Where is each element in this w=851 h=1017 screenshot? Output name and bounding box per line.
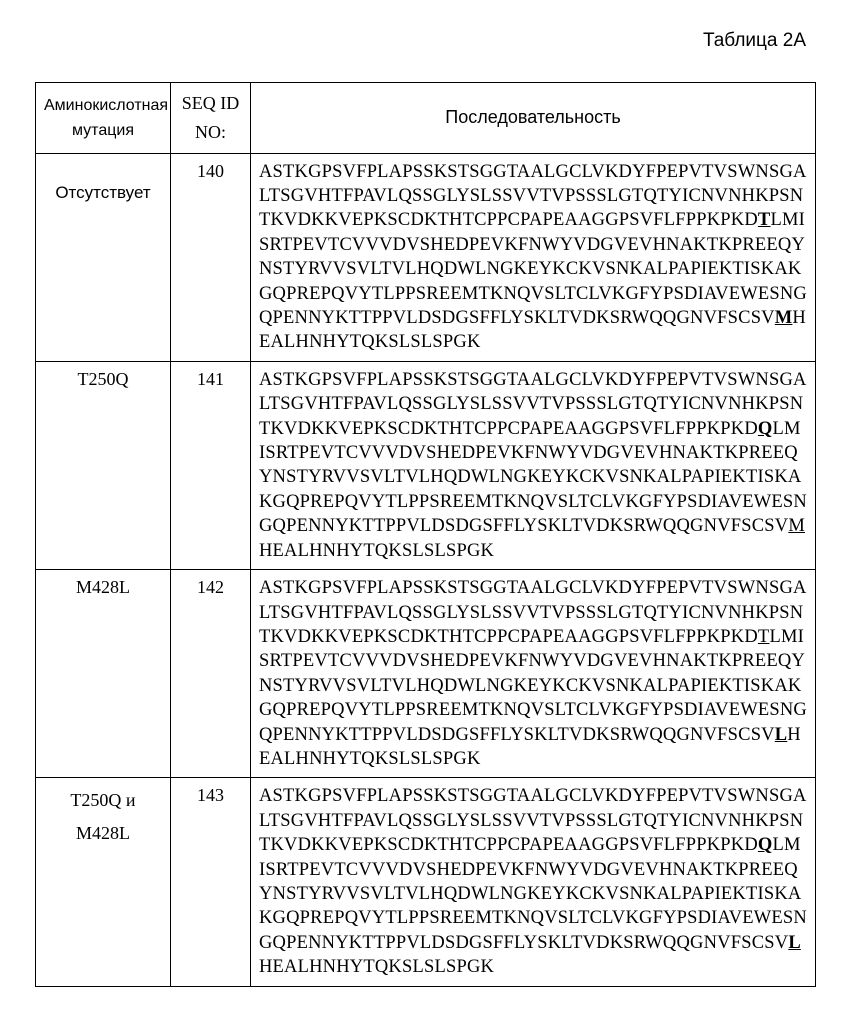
sequence-cell: ASTKGPSVFPLAPSSKSTSGGTAALGCLVKDYFPEPVTVS… xyxy=(251,361,816,569)
table-row: M428L142ASTKGPSVFPLAPSSKSTSGGTAALGCLVKDY… xyxy=(36,570,816,778)
seqid-cell: 141 xyxy=(171,361,251,569)
mutation-cell: Отсутствует xyxy=(36,153,171,361)
table-caption: Таблица 2A xyxy=(35,30,816,52)
sequence-cell: ASTKGPSVFPLAPSSKSTSGGTAALGCLVKDYFPEPVTVS… xyxy=(251,570,816,778)
sequence-table: Аминокислотная мутация SEQ ID NO: Послед… xyxy=(35,82,816,987)
table-header-row: Аминокислотная мутация SEQ ID NO: Послед… xyxy=(36,83,816,154)
seqid-cell: 140 xyxy=(171,153,251,361)
sequence-cell: ASTKGPSVFPLAPSSKSTSGGTAALGCLVKDYFPEPVTVS… xyxy=(251,778,816,986)
seqid-cell: 142 xyxy=(171,570,251,778)
mutation-cell: T250Q xyxy=(36,361,171,569)
header-sequence: Последовательность xyxy=(251,83,816,154)
seqid-cell: 143 xyxy=(171,778,251,986)
mutation-cell: T250Q и M428L xyxy=(36,778,171,986)
sequence-cell: ASTKGPSVFPLAPSSKSTSGGTAALGCLVKDYFPEPVTVS… xyxy=(251,153,816,361)
mutation-cell: M428L xyxy=(36,570,171,778)
table-row: T250Q и M428L143ASTKGPSVFPLAPSSKSTSGGTAA… xyxy=(36,778,816,986)
table-row: Отсутствует140ASTKGPSVFPLAPSSKSTSGGTAALG… xyxy=(36,153,816,361)
header-mutation: Аминокислотная мутация xyxy=(36,83,171,154)
header-seqid: SEQ ID NO: xyxy=(171,83,251,154)
table-row: T250Q141ASTKGPSVFPLAPSSKSTSGGTAALGCLVKDY… xyxy=(36,361,816,569)
